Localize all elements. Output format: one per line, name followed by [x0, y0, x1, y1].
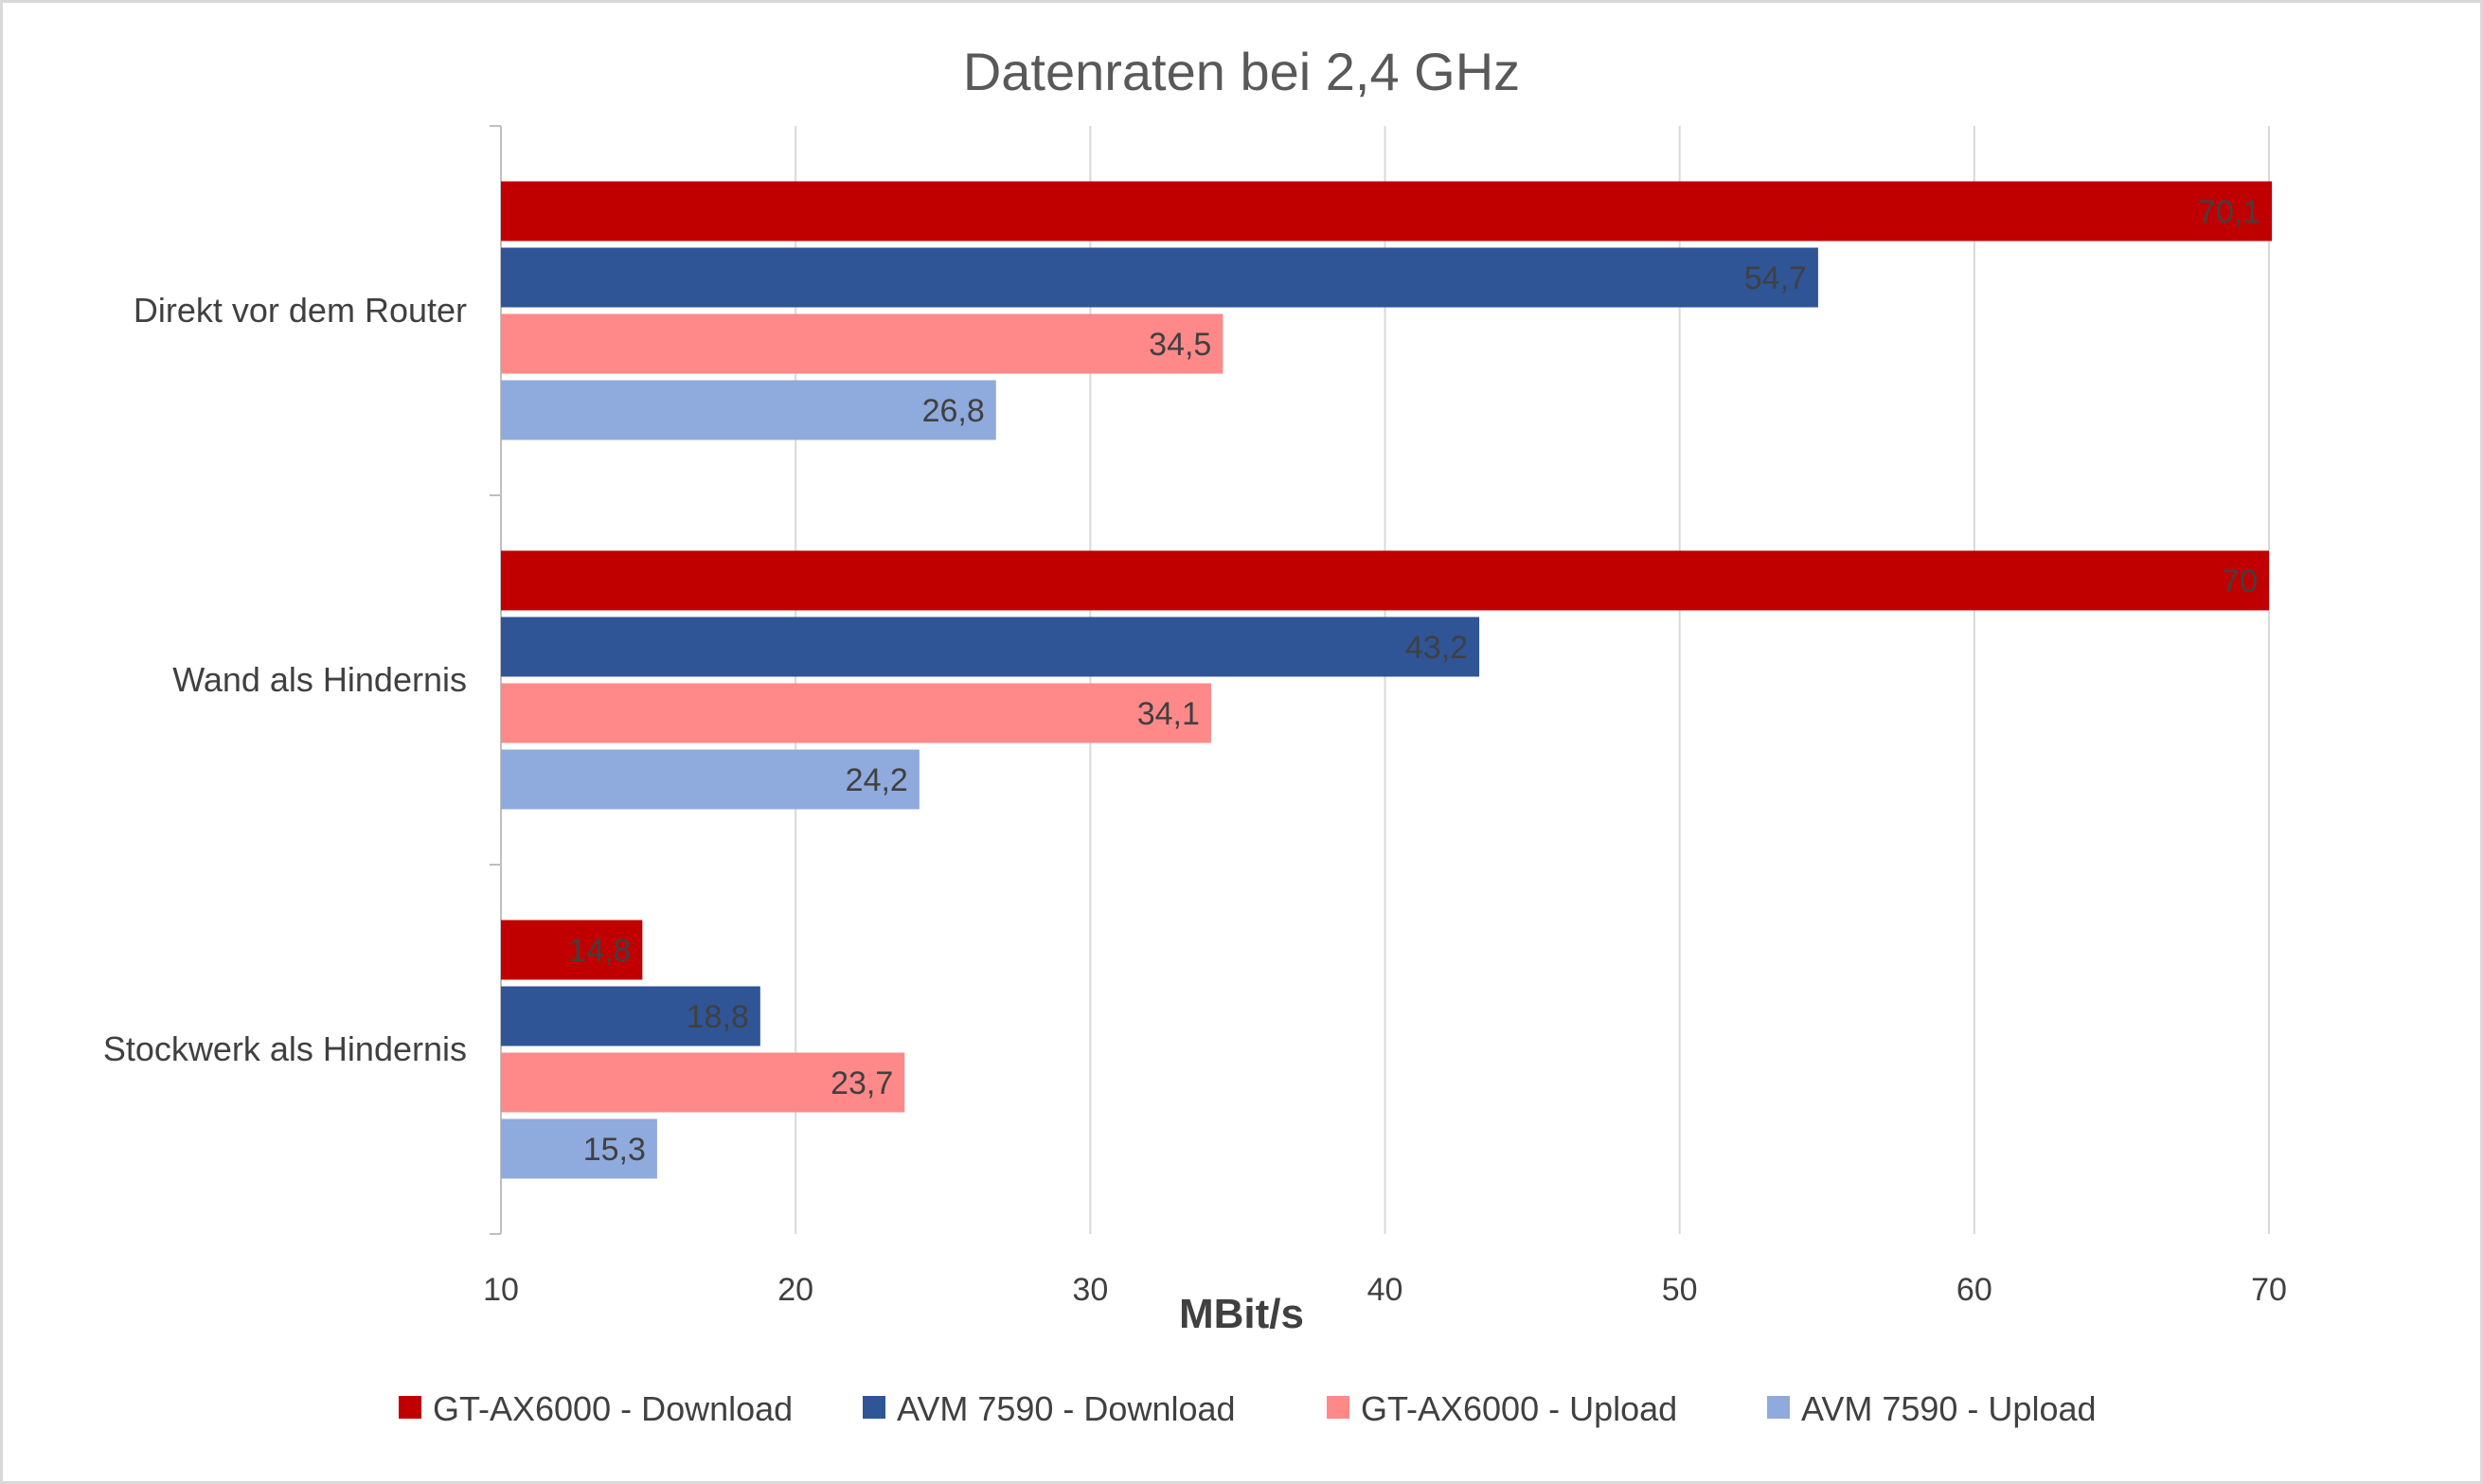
data-label: 70	[2222, 563, 2258, 599]
legend-label: AVM 7590 - Upload	[1801, 1389, 2097, 1428]
bar	[501, 683, 1211, 743]
x-tick-label: 40	[1367, 1272, 1403, 1308]
legend-swatch	[399, 1396, 421, 1419]
data-label: 54,7	[1744, 260, 1807, 296]
data-label: 34,1	[1137, 696, 1200, 732]
bar	[501, 617, 1480, 677]
data-label: 24,2	[846, 762, 908, 798]
category-label: Stockwerk als Hindernis	[103, 1029, 467, 1068]
data-label: 15,3	[583, 1132, 646, 1168]
x-tick-label: 50	[1662, 1272, 1698, 1308]
bar	[501, 380, 996, 440]
bar	[501, 181, 2273, 241]
bars	[501, 181, 2273, 1179]
data-labels: 70,1 54,7 34,5 26,8 70 43,2 34,1 24,2 14,8 18,8 23…	[568, 194, 2260, 1168]
x-tick-label: 70	[2251, 1272, 2287, 1308]
bar	[501, 920, 643, 980]
legend-label: GT-AX6000 - Download	[433, 1389, 793, 1428]
data-label: 18,8	[687, 999, 749, 1035]
bar-chart: Datenraten bei 2,4 GHz 70,154,734,526,87…	[103, 42, 2287, 1428]
data-label: 34,5	[1149, 327, 1211, 363]
chart-title: Datenraten bei 2,4 GHz	[963, 42, 1520, 101]
legend-label: GT-AX6000 - Upload	[1361, 1389, 1677, 1428]
x-tick-labels: 10 20 30 40 50 60 70	[483, 1272, 2287, 1308]
x-tick-label: 10	[483, 1272, 519, 1308]
legend-swatch	[1327, 1396, 1349, 1419]
data-label: 70,1	[2198, 194, 2260, 230]
legend-swatch	[1767, 1396, 1790, 1419]
data-label: 14,8	[568, 933, 631, 969]
bar	[501, 1118, 657, 1179]
bar	[501, 247, 1818, 308]
x-tick-label: 20	[777, 1272, 813, 1308]
legend-label: AVM 7590 - Download	[897, 1389, 1236, 1428]
legend-swatch	[863, 1396, 885, 1419]
category-label: Wand als Hindernis	[172, 660, 467, 699]
category-label: Direkt vor dem Router	[134, 291, 467, 330]
bar	[501, 986, 760, 1046]
x-tick-label: 30	[1072, 1272, 1108, 1308]
category-labels: Direkt vor dem Router Wand als Hindernis S…	[103, 291, 467, 1068]
bar	[501, 1052, 905, 1113]
bar	[501, 550, 2269, 611]
data-label: 23,7	[831, 1065, 893, 1101]
x-axis-title: MBit/s	[1179, 1291, 1304, 1337]
bar	[501, 313, 1224, 374]
data-label: 26,8	[922, 393, 985, 429]
gridlines	[795, 126, 2270, 1234]
x-tick-label: 60	[1956, 1272, 1992, 1308]
bar	[501, 749, 920, 810]
axes	[490, 125, 502, 1235]
legend: GT-AX6000 - Download AVM 7590 - Download G…	[399, 1389, 2097, 1428]
data-label: 43,2	[1405, 630, 1468, 666]
